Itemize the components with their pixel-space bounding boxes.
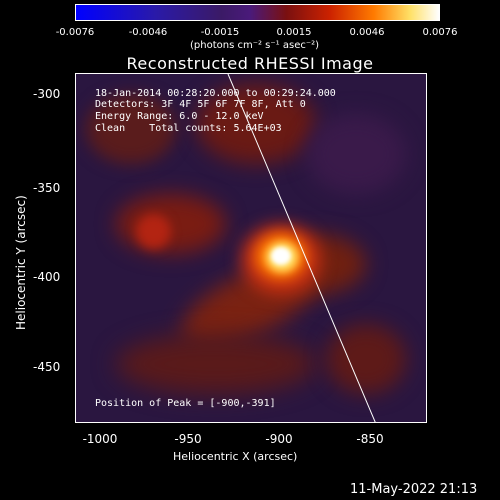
colorbar-tick: -0.0046	[128, 27, 168, 38]
timestamp: 11-May-2022 21:13	[350, 482, 478, 497]
clean-counts-text: Clean Total counts: 5.64E+03	[95, 123, 282, 134]
colorbar-tick: -0.0015	[200, 27, 240, 38]
x-axis-label: Heliocentric X (arcsec)	[173, 450, 298, 463]
colorbar-tick: 0.0015	[276, 27, 312, 38]
y-tick: -450	[33, 360, 61, 374]
y-tick: -350	[33, 181, 61, 195]
colorbar-tick: 0.0046	[349, 27, 385, 38]
x-tick: -900	[265, 432, 293, 446]
peak-position-text: Position of Peak = [-900,-391]	[95, 398, 276, 409]
x-tick: -950	[174, 432, 202, 446]
colorbar-tick: -0.0076	[55, 27, 95, 38]
rhessi-image	[75, 73, 427, 423]
solar-limb-line	[227, 74, 376, 422]
colorbar-tick: 0.0076	[422, 27, 458, 38]
time-range-text: 18-Jan-2014 00:28:20.000 to 00:29:24.000	[95, 88, 336, 99]
plot-title: Reconstructed RHESSI Image	[126, 54, 374, 73]
detectors-text: Detectors: 3F 4F 5F 6F 7F 8F, Att 0	[95, 99, 306, 110]
y-tick: -400	[33, 270, 61, 284]
x-tick: -1000	[82, 432, 118, 446]
x-tick: -850	[356, 432, 384, 446]
colorbar	[75, 4, 440, 21]
colorbar-units: (photons cm⁻² s⁻¹ asec⁻²)	[190, 40, 320, 51]
energy-range-text: Energy Range: 6.0 - 12.0 keV	[95, 111, 264, 122]
y-axis-label: Heliocentric Y (arcsec)	[14, 195, 28, 330]
y-tick: -300	[33, 87, 61, 101]
